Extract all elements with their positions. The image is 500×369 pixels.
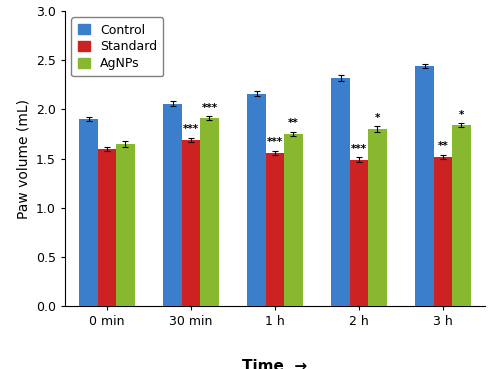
- Bar: [200, 118, 218, 306]
- Bar: [98, 149, 116, 306]
- Y-axis label: Paw volume (mL): Paw volume (mL): [16, 99, 30, 219]
- Bar: [116, 144, 134, 306]
- Bar: [434, 157, 452, 306]
- Text: **: **: [288, 118, 299, 128]
- Text: ***: ***: [351, 144, 367, 154]
- Bar: [332, 78, 350, 306]
- Bar: [284, 134, 302, 306]
- Bar: [266, 153, 284, 306]
- Bar: [416, 66, 434, 306]
- Text: Time  →: Time →: [242, 359, 308, 369]
- Legend: Control, Standard, AgNPs: Control, Standard, AgNPs: [72, 17, 164, 76]
- Text: *: *: [459, 110, 464, 120]
- Bar: [164, 104, 182, 306]
- Text: **: **: [438, 141, 448, 151]
- Text: ***: ***: [183, 124, 199, 134]
- Text: ***: ***: [202, 103, 218, 113]
- Bar: [368, 129, 386, 306]
- Bar: [182, 140, 200, 306]
- Bar: [80, 119, 98, 306]
- Bar: [248, 94, 266, 306]
- Text: *: *: [375, 113, 380, 123]
- Bar: [350, 160, 368, 306]
- Bar: [452, 125, 470, 306]
- Text: ***: ***: [267, 137, 283, 147]
